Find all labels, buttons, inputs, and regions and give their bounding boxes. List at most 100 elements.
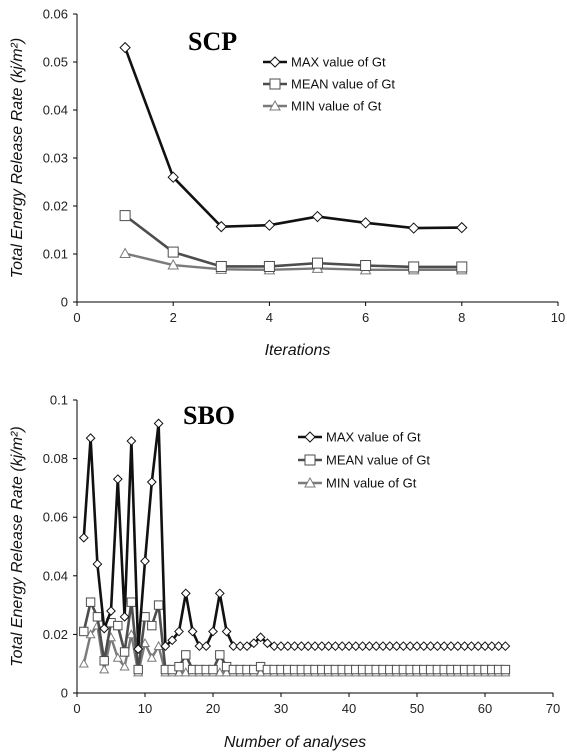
legend-label: MAX value of Gt bbox=[291, 55, 386, 70]
x-tick-label: 6 bbox=[362, 310, 369, 325]
data-point bbox=[119, 647, 130, 657]
data-point bbox=[456, 221, 468, 234]
data-point bbox=[255, 632, 266, 643]
data-point bbox=[337, 641, 348, 652]
data-point bbox=[425, 641, 436, 652]
y-tick-label: 0.06 bbox=[43, 7, 68, 22]
y-tick-label: 0 bbox=[61, 686, 68, 701]
x-tick-label: 0 bbox=[73, 310, 80, 325]
data-point bbox=[201, 641, 212, 652]
y-tick-label: 0.04 bbox=[43, 568, 68, 583]
legend-marker bbox=[304, 431, 316, 443]
x-tick-label: 10 bbox=[138, 701, 152, 716]
data-point bbox=[456, 261, 468, 273]
data-point bbox=[391, 641, 402, 652]
legend-label: MIN value of Gt bbox=[291, 99, 382, 114]
data-point bbox=[248, 638, 259, 649]
data-point bbox=[153, 640, 164, 650]
data-point bbox=[407, 222, 420, 234]
data-point bbox=[99, 664, 110, 674]
legend-marker bbox=[269, 78, 281, 90]
data-point bbox=[215, 220, 228, 233]
data-point bbox=[140, 556, 150, 567]
data-point bbox=[262, 638, 273, 649]
legend: MAX value of Gt MEAN value of Gt MIN value… bbox=[298, 430, 430, 491]
data-point bbox=[167, 171, 179, 183]
series-line bbox=[124, 252, 462, 272]
data-point bbox=[384, 641, 395, 652]
series-line bbox=[123, 47, 462, 230]
data-point bbox=[99, 656, 109, 666]
data-point bbox=[214, 667, 225, 677]
data-point bbox=[360, 260, 372, 272]
data-point bbox=[473, 641, 484, 652]
data-point bbox=[412, 641, 422, 652]
data-point bbox=[167, 259, 180, 270]
data-point bbox=[357, 641, 368, 652]
data-point bbox=[432, 641, 443, 652]
chart-title: SBO bbox=[183, 401, 235, 430]
legend-marker bbox=[269, 99, 281, 111]
legend: MAX value of Gt MEAN value of Gt MIN value… bbox=[263, 55, 395, 114]
data-point bbox=[187, 626, 198, 637]
legend-marker bbox=[304, 476, 316, 488]
data-point bbox=[312, 257, 323, 269]
data-point bbox=[344, 641, 354, 652]
data-point bbox=[364, 641, 375, 652]
data-point bbox=[446, 641, 456, 652]
data-point bbox=[405, 641, 416, 652]
data-point bbox=[398, 641, 409, 652]
y-axis-label: Total Energy Release Rate (kj/m²) bbox=[9, 426, 26, 666]
data-point bbox=[378, 641, 388, 652]
data-point bbox=[119, 247, 131, 259]
legend-label: MEAN value of Gt bbox=[291, 77, 395, 92]
data-point bbox=[408, 261, 420, 273]
data-point bbox=[289, 641, 300, 652]
legend-label: MAX value of Gt bbox=[326, 430, 421, 445]
series-line bbox=[124, 214, 462, 269]
data-point bbox=[242, 641, 252, 652]
data-point bbox=[85, 629, 96, 639]
chart-scp: 0 0.01 0.02 0.03 0.04 0.05 0.06 0 2 4 6 8 10 Total En… bbox=[9, 7, 565, 360]
data-point bbox=[452, 641, 463, 652]
data-point bbox=[146, 652, 157, 662]
x-tick-label: 60 bbox=[478, 701, 492, 716]
x-tick-label: 30 bbox=[274, 701, 288, 716]
data-point bbox=[180, 588, 191, 599]
data-point bbox=[493, 641, 504, 652]
data-point bbox=[466, 641, 477, 652]
legend-marker bbox=[269, 56, 281, 68]
data-point bbox=[106, 606, 116, 616]
data-point bbox=[371, 641, 382, 652]
data-point bbox=[282, 641, 293, 652]
data-point bbox=[147, 620, 157, 631]
data-point bbox=[235, 641, 246, 652]
data-point bbox=[79, 626, 89, 637]
data-point bbox=[214, 588, 225, 599]
x-axis-label: Number of analyses bbox=[224, 734, 366, 751]
data-point bbox=[263, 260, 275, 272]
data-point bbox=[133, 664, 143, 675]
data-point bbox=[500, 664, 511, 675]
data-point bbox=[119, 661, 130, 671]
data-point bbox=[303, 641, 314, 652]
series-square bbox=[119, 210, 468, 273]
legend-label: MEAN value of Gt bbox=[326, 453, 430, 468]
y-tick-label: 0.1 bbox=[50, 393, 68, 408]
data-point bbox=[208, 664, 218, 675]
data-point bbox=[221, 626, 232, 637]
x-tick-label: 4 bbox=[266, 310, 273, 325]
data-point bbox=[85, 433, 96, 443]
data-point bbox=[92, 559, 103, 569]
y-axis-label: Total Energy Release Rate (kj/m²) bbox=[9, 38, 26, 278]
data-point bbox=[126, 597, 137, 607]
series-diamond bbox=[78, 418, 511, 654]
data-point bbox=[167, 635, 178, 646]
data-point bbox=[112, 652, 123, 662]
data-point bbox=[153, 600, 164, 610]
data-point bbox=[269, 641, 280, 652]
y-tick-label: 0.02 bbox=[43, 627, 68, 642]
legend-label: MIN value of Gt bbox=[326, 476, 417, 491]
data-point bbox=[181, 650, 191, 660]
